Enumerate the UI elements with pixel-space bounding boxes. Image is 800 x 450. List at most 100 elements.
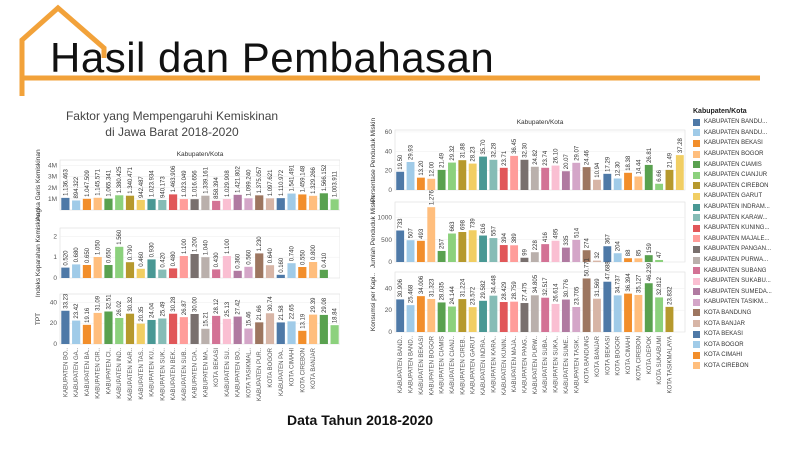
legend-item[interactable]: KABUPATEN TASIKM... <box>693 297 798 308</box>
bar <box>479 300 487 332</box>
data-label: 493 <box>419 228 425 239</box>
legend-item[interactable]: KABUPATEN SUBANG <box>693 265 798 276</box>
data-label: 1.016.656 <box>193 170 199 197</box>
legend-item[interactable]: KABUPATEN INDRAM... <box>693 202 798 213</box>
legend-item[interactable]: KOTA BOGOR <box>693 339 798 350</box>
legend-item[interactable]: KABUPATEN KARAW... <box>693 212 798 223</box>
legend-item[interactable]: KABUPATEN GARUT <box>693 191 798 202</box>
bar <box>510 155 519 190</box>
bar <box>613 253 622 262</box>
house-outline-decoration <box>19 4 760 96</box>
bar <box>675 155 684 190</box>
data-label: 23.74 <box>543 150 549 166</box>
bar <box>125 262 135 278</box>
bar <box>561 171 570 190</box>
panel-frame <box>59 293 340 345</box>
bar <box>179 256 188 278</box>
legend-label: KABUPATEN KUNING... <box>704 225 770 232</box>
legend-item[interactable]: KABUPATEN KUNING... <box>693 223 798 234</box>
legend-swatch <box>693 203 700 211</box>
bar <box>561 299 570 332</box>
legend-item[interactable]: KOTA BANDUNG <box>693 308 798 319</box>
legend-item[interactable]: KABUPATEN BEKASI <box>693 138 798 149</box>
data-label: 29.08 <box>322 297 328 313</box>
bar <box>93 312 102 344</box>
legend-swatch <box>693 267 700 275</box>
data-label: 25.49 <box>160 301 166 317</box>
bar <box>458 299 467 332</box>
legend-item[interactable]: KABUPATEN SUMEDA... <box>693 287 798 298</box>
data-label: 0.560 <box>246 249 252 265</box>
legend-swatch <box>693 139 700 147</box>
data-label: 23.71 <box>502 150 508 166</box>
legend-item[interactable]: KABUPATEN MAJALE... <box>693 234 798 245</box>
panel-frame <box>59 159 340 211</box>
bar <box>489 159 498 190</box>
data-label: 394 <box>502 232 508 243</box>
category-label: KABUPATEN CIAMIS <box>440 336 446 394</box>
bar <box>427 207 436 262</box>
data-label: 13.20 <box>419 160 425 176</box>
legend-swatch <box>693 171 700 179</box>
legend-item[interactable]: KABUPATEN BANDU... <box>693 117 798 128</box>
category-label: KABUPATEN IND.. <box>117 348 123 399</box>
data-label: 557 <box>491 225 497 236</box>
legend-item[interactable]: KOTA CIMAHI <box>693 350 798 361</box>
data-label: 32.812 <box>657 276 663 295</box>
data-label: 30.28 <box>171 296 177 312</box>
data-label: 21.66 <box>257 305 263 321</box>
data-label: 1.099.240 <box>246 169 252 196</box>
tick-label: 40 <box>385 285 393 292</box>
legend-item[interactable]: KOTA CIREBON <box>693 361 798 372</box>
bar <box>190 254 199 278</box>
data-label: 20.35 <box>139 306 145 322</box>
category-label: KOTA BANJAR <box>311 347 317 389</box>
legend-item[interactable]: KABUPATEN BANDU... <box>693 128 798 139</box>
legend-item[interactable]: KABUPATEN PANGAN... <box>693 244 798 255</box>
category-label: KABUPATEN KU.. <box>150 348 156 397</box>
data-label: 88 <box>626 249 632 256</box>
category-label: KABUPATEN CIA.. <box>193 348 199 399</box>
bar <box>665 306 674 332</box>
category-label: KABUPATEN KUNIN.. <box>502 336 508 395</box>
data-label: 1.541.491 <box>290 164 296 191</box>
bar <box>530 166 539 190</box>
legend-item[interactable]: KABUPATEN SUKABU... <box>693 276 798 287</box>
category-label: KOTA TASIKMALAYA <box>667 336 673 393</box>
data-label: 23.832 <box>667 286 673 305</box>
legend-label: KABUPATEN CIREBON <box>704 182 769 189</box>
bar <box>582 250 591 262</box>
bar <box>212 315 221 344</box>
bar <box>468 307 477 332</box>
legend-item[interactable]: KOTA BEKASI <box>693 329 798 340</box>
legend-item[interactable]: KABUPATEN PURWA... <box>693 255 798 266</box>
legend-item[interactable]: KABUPATEN CIAMIS <box>693 159 798 170</box>
legend-item[interactable]: KABUPATEN BOGOR <box>693 149 798 160</box>
category-label: KABUPATEN CIANJ.. <box>450 336 456 394</box>
bar <box>665 169 674 190</box>
data-label: 1.023.049 <box>182 170 188 197</box>
legend-label: KABUPATEN SUKABU... <box>704 278 771 285</box>
data-label: 495 <box>554 228 560 239</box>
data-label: 335 <box>564 235 570 246</box>
bar <box>319 269 328 278</box>
bar <box>396 230 405 262</box>
legend-item[interactable]: KABUPATEN CIANJUR <box>693 170 798 181</box>
data-label: 1.097.621 <box>268 169 274 196</box>
legend-item[interactable]: KABUPATEN CIREBON <box>693 181 798 192</box>
data-label: 32.30 <box>522 142 528 158</box>
data-label: 28.035 <box>440 281 446 300</box>
data-label: 0.360 <box>236 253 242 269</box>
bar <box>168 268 178 278</box>
data-label: 228 <box>533 240 539 251</box>
category-label: KABUPATEN GARUT <box>471 336 477 394</box>
bar <box>179 317 188 344</box>
bar <box>468 163 477 190</box>
bar <box>396 299 405 332</box>
legend-item[interactable]: KOTA BANJAR <box>693 318 798 329</box>
data-label: 0.650 <box>85 247 91 263</box>
chart-header: Kabupaten/Kota <box>517 119 564 126</box>
bar <box>147 199 156 210</box>
data-label: 257 <box>440 238 446 249</box>
data-label: 12.30 <box>616 161 622 177</box>
